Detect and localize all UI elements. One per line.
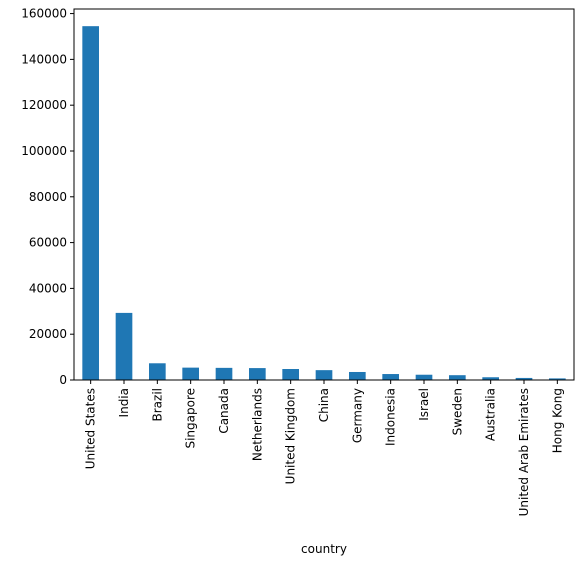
bar-australia xyxy=(482,377,499,380)
bar-united-arab-emirates xyxy=(515,377,533,380)
bar-sweden xyxy=(449,375,466,380)
bar-israel xyxy=(415,374,433,380)
y-tick-label: 80000 xyxy=(29,190,67,204)
x-tick-label: Australia xyxy=(484,388,498,441)
x-tick-label: Hong Kong xyxy=(550,388,564,453)
plot-frame xyxy=(73,8,575,381)
bar-india xyxy=(115,312,133,380)
bar-germany xyxy=(349,371,366,380)
bar-united-states xyxy=(82,26,99,380)
bar-united-kingdom xyxy=(282,369,299,380)
x-tick-label: China xyxy=(317,388,331,422)
x-tick-label: United Arab Emirates xyxy=(517,388,531,516)
x-tick-label: Sweden xyxy=(450,388,464,435)
x-tick-label: Singapore xyxy=(184,388,198,449)
bars-group xyxy=(82,26,566,380)
bar-indonesia xyxy=(382,374,399,380)
x-tick-label: Germany xyxy=(350,388,364,443)
y-tick-label: 40000 xyxy=(29,281,67,295)
y-tick-label: 0 xyxy=(59,373,67,387)
bar-brazil xyxy=(149,363,166,380)
bar-china xyxy=(315,370,333,380)
x-tick-label: United Kingdom xyxy=(284,388,298,484)
x-tick-label: Indonesia xyxy=(384,388,398,446)
x-axis: United States India Brazil Singapore Canada N… xyxy=(84,380,564,516)
y-tick-label: 20000 xyxy=(29,327,67,341)
bar-netherlands xyxy=(249,368,266,380)
x-axis-label: country xyxy=(301,542,347,556)
x-tick-label: Canada xyxy=(217,388,231,434)
x-tick-label: Brazil xyxy=(150,388,164,422)
y-tick-label: 160000 xyxy=(21,7,67,21)
y-tick-label: 60000 xyxy=(29,236,67,250)
y-tick-label: 120000 xyxy=(21,98,67,112)
y-tick-label: 100000 xyxy=(21,144,67,158)
x-tick-label: Netherlands xyxy=(250,388,264,461)
x-tick-label: India xyxy=(117,388,131,417)
bar-singapore xyxy=(182,367,199,380)
x-tick-label: United States xyxy=(84,388,98,469)
x-tick-label: Israel xyxy=(417,388,431,421)
y-tick-label: 140000 xyxy=(21,52,67,66)
bar-hong-kong xyxy=(549,378,566,380)
bar-canada xyxy=(215,367,233,380)
y-axis: 0 20000 40000 60000 80000 100000 120000 140000 1… xyxy=(21,7,74,387)
